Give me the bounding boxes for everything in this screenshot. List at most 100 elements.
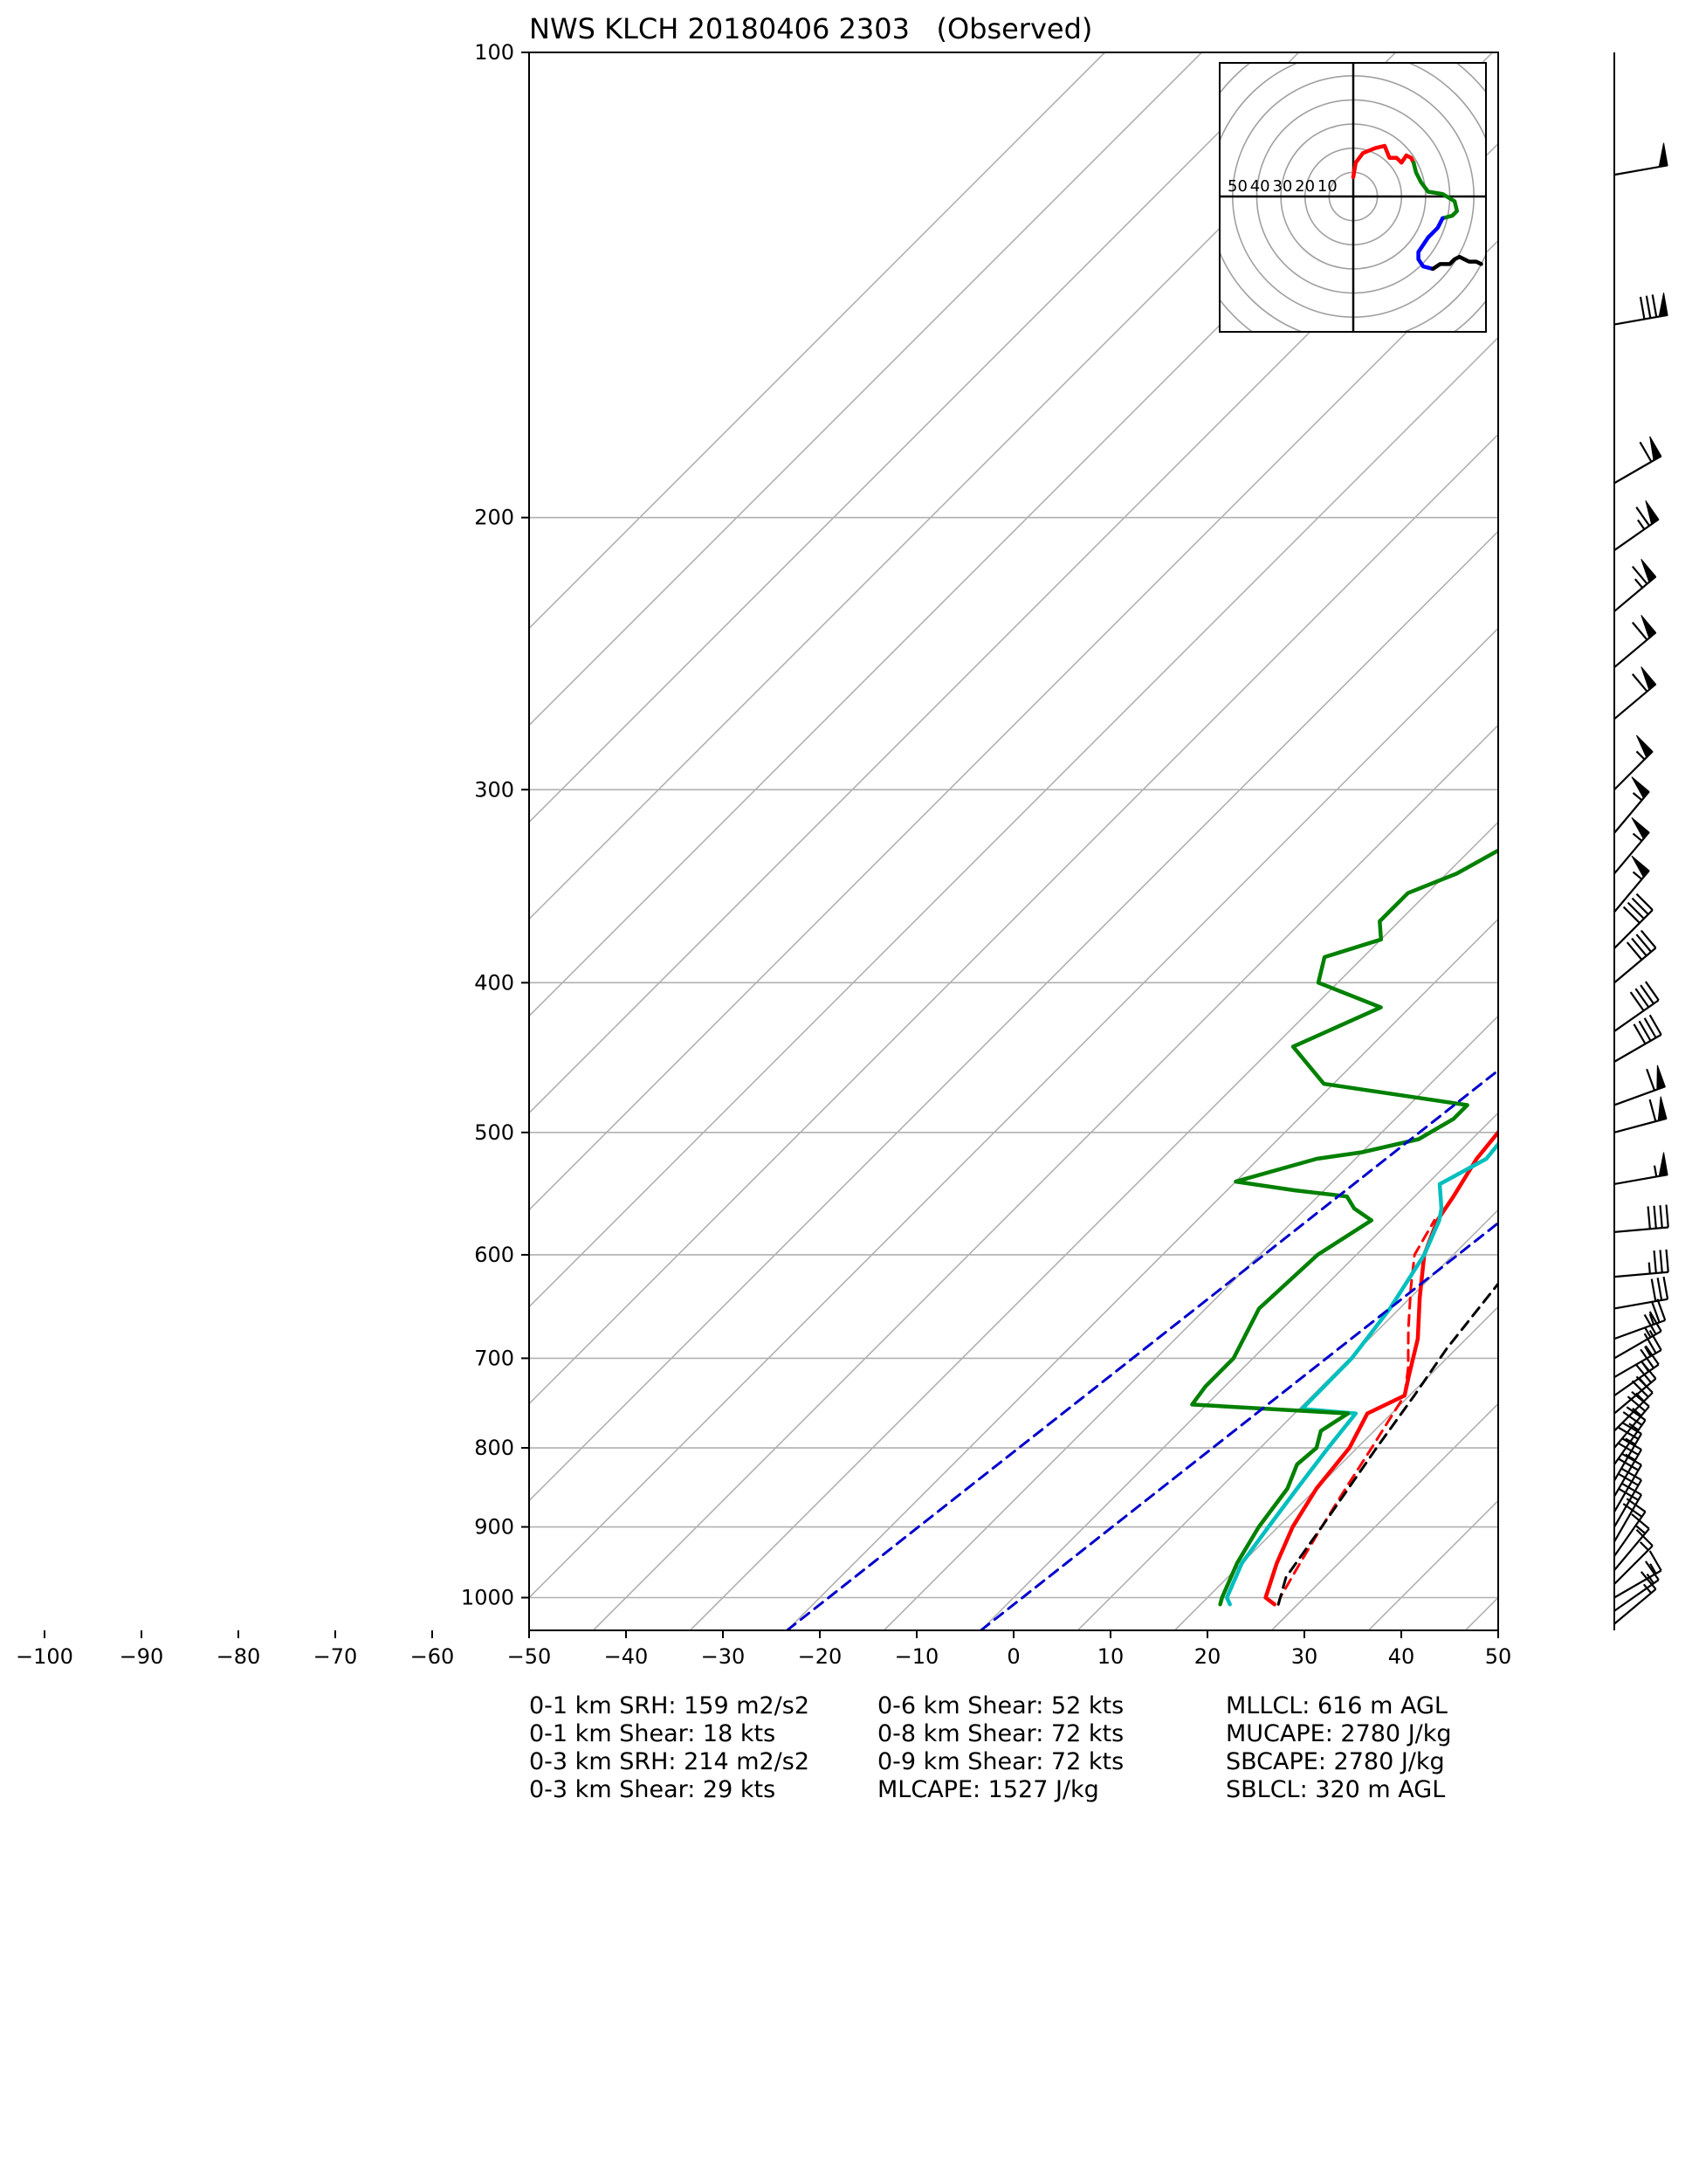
wind-barb-flag <box>1651 294 1658 318</box>
wind-barb-flag <box>1640 984 1654 1005</box>
wind-barb-pennant <box>1656 1064 1666 1091</box>
series-line-5 <box>786 1068 1498 1630</box>
ytick-label-300: 300 <box>474 777 514 802</box>
xtick-label-50: 50 <box>1485 1644 1512 1669</box>
wind-barb <box>1613 1452 1642 1512</box>
hodo-trace-0 <box>1351 143 1416 180</box>
wind-barb-flag <box>1618 1487 1640 1501</box>
wind-barb-shaft <box>1613 1527 1650 1571</box>
x-axis: −100 −90 −80 −70 −60 −50 −40 −30 −20 −10 0 10 20 30 40… <box>16 1630 1511 1669</box>
xtick-label--70: −70 <box>313 1644 358 1669</box>
wind-barb <box>1613 500 1660 552</box>
wind-barb-half-flag <box>1635 750 1646 761</box>
wind-barb-half-flag <box>1639 1541 1649 1551</box>
wind-barb-shaft <box>1613 1391 1654 1432</box>
grid-lines <box>529 52 1498 1630</box>
wind-barb-flag <box>1659 1250 1663 1273</box>
wind-barb-shaft <box>1613 1349 1662 1379</box>
wind-barb <box>1613 1276 1669 1310</box>
wind-barb <box>1613 734 1654 791</box>
index-sblcl: SBLCL: 320 m AGL <box>1226 1776 1445 1803</box>
wind-barb-pennant <box>1635 734 1654 759</box>
wind-barb <box>1613 981 1660 1032</box>
isotherm--80 <box>529 336 1498 1308</box>
wind-barb-flag <box>1618 1443 1640 1456</box>
xtick-label-30: 30 <box>1291 1644 1318 1669</box>
wind-barb-pennant <box>1658 293 1668 318</box>
ytick-label-100: 100 <box>474 40 514 65</box>
wind-barb-half-flag <box>1635 1525 1647 1534</box>
xtick-label-40: 40 <box>1388 1644 1415 1669</box>
hodo-ring-label-30: 30 <box>1272 177 1292 196</box>
series-line-6 <box>980 1221 1498 1630</box>
wind-barb-flag <box>1644 981 1660 1001</box>
index-0-9km-shear: 0-9 km Shear: 72 kts <box>877 1748 1124 1775</box>
wind-barb <box>1613 142 1668 176</box>
wind-barb <box>1613 558 1657 612</box>
wind-barb <box>1613 615 1657 668</box>
wind-barb-flag <box>1662 1276 1669 1299</box>
index-0-1km-srh: 0-1 km SRH: 159 m2/s2 <box>529 1692 809 1719</box>
wind-barb-flag <box>1635 1528 1654 1547</box>
wind-barb-pennant <box>1645 500 1660 526</box>
wind-barb-flag <box>1631 1390 1650 1408</box>
wind-barb <box>1613 855 1650 913</box>
wind-barb-pennant <box>1631 855 1650 878</box>
xtick-label--10: −10 <box>895 1644 939 1669</box>
index-0-8km-shear: 0-8 km Shear: 72 kts <box>877 1720 1124 1747</box>
wind-barb-pennant <box>1658 142 1668 168</box>
ytick-label-700: 700 <box>474 1346 514 1370</box>
wind-barb <box>1613 816 1650 875</box>
wind-barb-flag <box>1633 1023 1647 1044</box>
wind-barb-flag <box>1627 901 1645 920</box>
wind-barb-shaft <box>1613 909 1654 949</box>
isotherm-20 <box>1173 1306 1498 1630</box>
xtick-label--30: −30 <box>701 1644 746 1669</box>
index-mlcape: MLCAPE: 1527 J/kg <box>877 1776 1099 1803</box>
wind-barb-pennant <box>1657 1096 1668 1122</box>
wind-barb-flag <box>1653 1205 1657 1229</box>
wind-barb-shaft <box>1613 947 1657 984</box>
wind-barb-shaft <box>1613 1271 1668 1278</box>
index-0-1km-shear: 0-1 km Shear: 18 kts <box>529 1720 775 1747</box>
wind-barb-flag <box>1620 1482 1642 1496</box>
index-0-6km-shear: 0-6 km Shear: 52 kts <box>877 1692 1124 1719</box>
wind-barb-half-flag <box>1638 1377 1647 1388</box>
isotherm--150 <box>529 52 1106 630</box>
xtick-label--50: −50 <box>507 1644 552 1669</box>
wind-barb-shaft <box>1613 1033 1662 1063</box>
hodo-trace-3 <box>1430 254 1483 272</box>
wind-barb-flag <box>1622 906 1641 924</box>
wind-barb <box>1613 1550 1662 1599</box>
wind-barb <box>1613 776 1650 834</box>
wind-barb <box>1613 1406 1647 1465</box>
wind-barb-shaft <box>1613 1377 1657 1415</box>
wind-barb-flag <box>1635 934 1652 953</box>
wind-barb-shaft <box>1613 1433 1642 1482</box>
ytick-label-900: 900 <box>474 1515 514 1540</box>
wind-barb-shaft <box>1613 1449 1642 1498</box>
wind-barb-flag <box>1640 1571 1657 1590</box>
wind-barb-flag <box>1639 296 1646 320</box>
index-0-3km-srh: 0-3 km SRH: 214 m2/s2 <box>529 1748 809 1775</box>
wind-barb-flag <box>1620 1467 1642 1481</box>
wind-barb-flag <box>1644 1560 1660 1581</box>
wind-barb-flag <box>1635 892 1654 911</box>
hodo-trace-1 <box>1411 161 1460 221</box>
wind-barb-half-flag <box>1634 578 1644 589</box>
wind-barb-flag <box>1646 1068 1656 1092</box>
isotherm--20 <box>786 918 1498 1630</box>
wind-barb-flag <box>1640 929 1657 949</box>
wind-barb-flag <box>1648 1550 1662 1572</box>
ytick-label-400: 400 <box>474 970 514 995</box>
wind-barb-shaft <box>1613 1588 1657 1625</box>
wind-barb-flag <box>1665 1204 1669 1228</box>
wind-barb-half-flag <box>1648 1313 1655 1326</box>
wind-barb-shaft <box>1613 1494 1642 1542</box>
wind-barb <box>1613 1096 1668 1133</box>
wind-barb-flag <box>1631 1380 1649 1398</box>
wind-barb-half-flag <box>1647 1262 1651 1274</box>
wind-barb <box>1613 1390 1650 1449</box>
